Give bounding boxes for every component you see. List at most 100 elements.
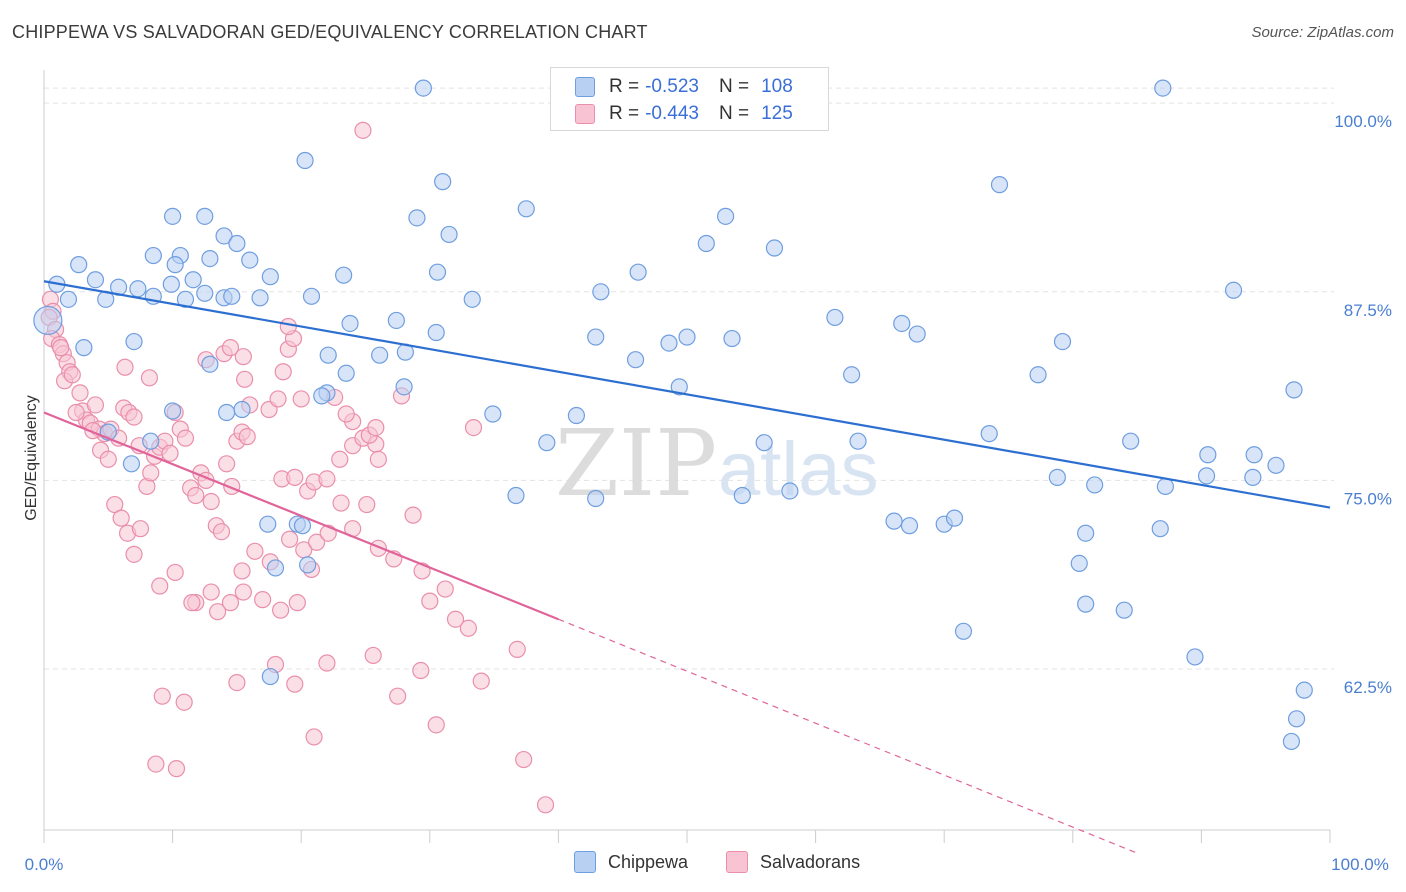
chippewa-point bbox=[122, 455, 141, 473]
chippewa-point bbox=[201, 249, 219, 268]
salvadoran-point bbox=[176, 429, 195, 447]
chippewa-point bbox=[826, 308, 844, 327]
salvadoran-point bbox=[187, 486, 205, 505]
salvadoran-point bbox=[151, 577, 169, 595]
salvadoran-point bbox=[99, 450, 117, 468]
legend-r-value: -0.443 bbox=[645, 103, 699, 124]
salvadoran-point bbox=[389, 687, 407, 705]
salvadoran-point bbox=[281, 530, 299, 548]
y-tick-label: 100.0% bbox=[1334, 112, 1392, 131]
chippewa-point bbox=[59, 290, 78, 308]
salvadoran-point bbox=[331, 450, 349, 468]
chippewa-point bbox=[266, 559, 285, 577]
salvadoran-point bbox=[515, 750, 533, 769]
chippewa-point bbox=[1199, 446, 1217, 464]
salvadoran-point bbox=[286, 468, 304, 486]
salvadoran-point bbox=[236, 370, 254, 388]
chippewa-point bbox=[1070, 554, 1088, 572]
legend-r-value: -0.523 bbox=[645, 76, 699, 97]
series-salvadorans bbox=[40, 121, 555, 814]
legend-label-salvadorans: Salvadorans bbox=[760, 851, 861, 872]
chippewa-point bbox=[259, 515, 277, 533]
chippewa-point bbox=[733, 486, 751, 505]
chippewa-point bbox=[592, 283, 610, 301]
trend-lines bbox=[43, 280, 1331, 854]
chippewa-point bbox=[313, 387, 331, 405]
chippewa-point bbox=[1245, 446, 1263, 464]
salvadoran-point bbox=[536, 796, 555, 814]
salvadoran-point bbox=[358, 495, 376, 514]
chippewa-point bbox=[716, 207, 735, 225]
chippewa-point bbox=[261, 667, 279, 686]
chippewa-point bbox=[75, 339, 93, 357]
chippewa-point bbox=[849, 432, 867, 450]
chippewa-point bbox=[954, 622, 973, 640]
chippewa-point bbox=[517, 200, 535, 218]
chippewa-point bbox=[387, 311, 405, 330]
salvadoran-point bbox=[218, 455, 236, 473]
salvadoran-point bbox=[161, 444, 179, 462]
salvadoran-point bbox=[412, 661, 430, 680]
chippewa-point bbox=[1285, 381, 1303, 399]
chippewa-point bbox=[1197, 467, 1216, 485]
chippewa-point bbox=[319, 346, 337, 364]
legend-n-value: 125 bbox=[761, 103, 793, 124]
chippewa-point bbox=[142, 432, 160, 450]
chippewa-point bbox=[843, 366, 861, 384]
chart-title: CHIPPEWA VS SALVADORAN GED/EQUIVALENCY C… bbox=[12, 22, 648, 42]
y-tick-label: 62.5% bbox=[1344, 678, 1392, 697]
chippewa-point bbox=[251, 289, 269, 307]
chippewa-point bbox=[1086, 476, 1104, 494]
chippewa-point bbox=[223, 287, 241, 305]
salvadoran-point bbox=[337, 405, 355, 423]
chippewa-point bbox=[1186, 648, 1204, 666]
x-ticks bbox=[43, 830, 1331, 843]
chippewa-point bbox=[176, 290, 195, 308]
chippewa-point bbox=[670, 378, 688, 396]
chippewa-point bbox=[440, 225, 458, 244]
chippewa-point bbox=[166, 256, 184, 274]
chippewa-point bbox=[1029, 366, 1047, 384]
salvadoran-point bbox=[202, 492, 220, 511]
salvadoran-point bbox=[125, 545, 143, 563]
legend-n-value: 108 bbox=[761, 76, 793, 97]
correlation-legend: R = -0.523 N = 108 R = -0.443 N = 125 bbox=[550, 67, 829, 131]
chippewa-point bbox=[781, 482, 799, 500]
chippewa-point bbox=[1224, 281, 1243, 299]
legend-label-chippewa: Chippewa bbox=[608, 851, 689, 872]
salvadoran-point bbox=[63, 366, 81, 384]
chippewa-point bbox=[507, 486, 525, 505]
salvadoran-point bbox=[221, 594, 240, 612]
legend-item-chippewa: Chippewa bbox=[574, 851, 688, 873]
chippewa-point bbox=[1077, 524, 1095, 542]
salvadoran-point bbox=[246, 542, 264, 560]
salvadoran-point bbox=[238, 428, 256, 446]
salvadoran-point bbox=[183, 594, 201, 612]
salvadoran-point bbox=[116, 358, 134, 376]
chippewa-point bbox=[196, 284, 214, 302]
series-legend: Chippewa Salvadorans bbox=[0, 851, 1406, 879]
salvadoran-point bbox=[71, 384, 89, 402]
salvadoran-point bbox=[167, 760, 186, 778]
chippewa-point bbox=[335, 266, 353, 284]
y-tick-label: 87.5% bbox=[1344, 301, 1392, 320]
salvadoran-point bbox=[175, 693, 193, 711]
chippewa-point bbox=[463, 290, 481, 308]
chippewa-point bbox=[629, 263, 647, 281]
legend-r-label: R = bbox=[609, 103, 640, 124]
salvadoran-point bbox=[364, 646, 382, 665]
salvadoran-point bbox=[305, 728, 323, 746]
chippewa-point bbox=[484, 405, 502, 423]
salvadoran-point bbox=[274, 363, 292, 381]
salvadoran-trend-extension bbox=[558, 618, 1138, 854]
salvadoran-point bbox=[131, 520, 150, 538]
chippewa-point bbox=[162, 275, 180, 293]
salvadoran-point bbox=[234, 348, 252, 366]
chippewa-point bbox=[1154, 79, 1172, 97]
salvadoran-point bbox=[436, 580, 454, 598]
chippewa-point bbox=[626, 351, 645, 369]
chippewa-point bbox=[302, 287, 321, 305]
salvadoran-point bbox=[459, 619, 477, 637]
legend-row-salvadorans: R = -0.443 N = 125 bbox=[575, 101, 793, 127]
salvadoran-point bbox=[234, 583, 252, 601]
